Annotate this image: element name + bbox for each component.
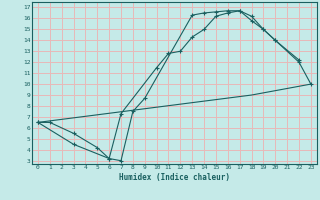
X-axis label: Humidex (Indice chaleur): Humidex (Indice chaleur) (119, 173, 230, 182)
